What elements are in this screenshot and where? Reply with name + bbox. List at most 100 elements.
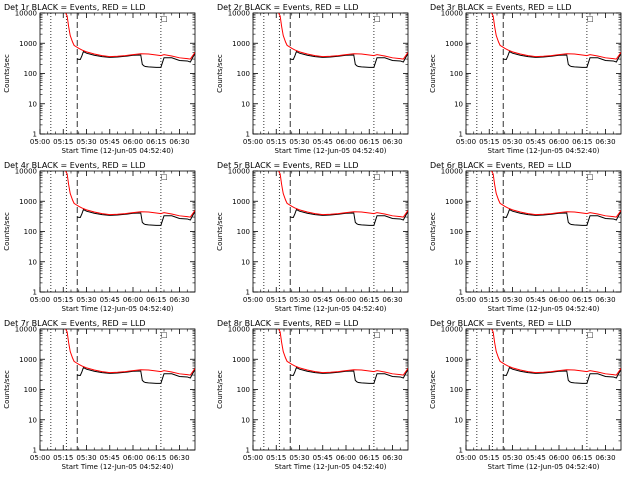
panel-title: Det 8r BLACK = Events, RED = LLD bbox=[217, 319, 359, 328]
panel-title: Det 4r BLACK = Events, RED = LLD bbox=[4, 161, 146, 170]
y-tick-label: 1000 bbox=[445, 198, 463, 206]
y-tick-label: 1000 bbox=[445, 40, 463, 48]
x-tick-label: 05:00 bbox=[30, 454, 50, 462]
y-tick-label: 1 bbox=[33, 131, 37, 139]
x-tick-label: 05:15 bbox=[266, 138, 286, 146]
y-tick-label: 100 bbox=[450, 70, 463, 78]
x-tick-label: 05:00 bbox=[30, 296, 50, 304]
panel-det-9: Det 9r BLACK = Events, RED = LLD □ 1 10 100 1… bbox=[429, 319, 622, 471]
panel-det-3: Det 3r BLACK = Events, RED = LLD □ 1 10 100 1… bbox=[429, 3, 622, 155]
y-tick-label: 100 bbox=[24, 228, 37, 236]
x-tick-label: 05:45 bbox=[526, 296, 546, 304]
x-tick-label: 06:30 bbox=[169, 138, 189, 146]
x-tick-label: 06:00 bbox=[336, 296, 356, 304]
flag-marker: □ bbox=[374, 15, 381, 23]
x-axis-label: Start Time (12-Jun-05 04:52:40) bbox=[488, 147, 600, 155]
x-tick-label: 05:00 bbox=[30, 138, 50, 146]
lld-series-line bbox=[65, 13, 195, 60]
x-tick-label: 06:15 bbox=[146, 296, 166, 304]
x-tick-label: 05:45 bbox=[526, 138, 546, 146]
lld-series-line bbox=[491, 13, 621, 60]
y-tick-label: 10 bbox=[28, 100, 37, 108]
x-tick-label: 05:30 bbox=[502, 454, 522, 462]
lld-series-line bbox=[65, 329, 195, 376]
y-axis-label: Counts/sec bbox=[3, 370, 11, 409]
x-tick-label: 05:15 bbox=[53, 296, 73, 304]
x-tick-label: 06:15 bbox=[359, 296, 379, 304]
x-tick-label: 06:30 bbox=[595, 296, 615, 304]
x-tick-label: 05:45 bbox=[526, 454, 546, 462]
x-axis-label: Start Time (12-Jun-05 04:52:40) bbox=[275, 147, 387, 155]
y-tick-label: 1 bbox=[459, 289, 463, 297]
x-tick-label: 06:15 bbox=[146, 454, 166, 462]
y-axis-label: Counts/sec bbox=[429, 54, 437, 93]
x-tick-label: 05:30 bbox=[76, 138, 96, 146]
x-tick-label: 05:30 bbox=[502, 138, 522, 146]
y-axis-label: Counts/sec bbox=[429, 370, 437, 409]
panel-det-7: Det 7r BLACK = Events, RED = LLD □ 1 10 100 1… bbox=[3, 319, 196, 471]
lld-series-line bbox=[65, 171, 195, 218]
x-tick-label: 05:45 bbox=[313, 296, 333, 304]
flag-marker: □ bbox=[161, 331, 168, 339]
flag-marker: □ bbox=[161, 15, 168, 23]
events-series-line bbox=[503, 50, 621, 68]
x-tick-label: 06:15 bbox=[359, 454, 379, 462]
x-tick-label: 06:15 bbox=[359, 138, 379, 146]
y-tick-label: 1 bbox=[459, 447, 463, 455]
x-tick-label: 05:15 bbox=[53, 138, 73, 146]
y-tick-label: 1000 bbox=[445, 356, 463, 364]
x-axis-label: Start Time (12-Jun-05 04:52:40) bbox=[275, 305, 387, 313]
x-axis-label: Start Time (12-Jun-05 04:52:40) bbox=[488, 305, 600, 313]
x-tick-label: 05:45 bbox=[100, 296, 120, 304]
y-tick-label: 100 bbox=[450, 228, 463, 236]
y-axis-label: Counts/sec bbox=[216, 370, 224, 409]
y-tick-label: 1 bbox=[459, 131, 463, 139]
flag-marker: □ bbox=[587, 331, 594, 339]
y-tick-label: 1 bbox=[33, 289, 37, 297]
y-tick-label: 1000 bbox=[19, 356, 37, 364]
x-axis-label: Start Time (12-Jun-05 04:52:40) bbox=[62, 305, 174, 313]
events-series-line bbox=[290, 50, 408, 68]
x-tick-label: 05:00 bbox=[456, 454, 476, 462]
panel-title: Det 5r BLACK = Events, RED = LLD bbox=[217, 161, 359, 170]
panel-det-4: Det 4r BLACK = Events, RED = LLD □ 1 10 100 1… bbox=[3, 161, 196, 313]
x-tick-label: 06:00 bbox=[336, 454, 356, 462]
y-tick-label: 100 bbox=[24, 386, 37, 394]
x-tick-label: 06:30 bbox=[382, 138, 402, 146]
x-tick-label: 06:30 bbox=[382, 454, 402, 462]
x-tick-label: 05:00 bbox=[456, 138, 476, 146]
x-tick-label: 05:30 bbox=[289, 296, 309, 304]
panel-det-8: Det 8r BLACK = Events, RED = LLD □ 1 10 100 1… bbox=[216, 319, 409, 471]
panel-det-5: Det 5r BLACK = Events, RED = LLD □ 1 10 100 1… bbox=[216, 161, 409, 313]
x-tick-label: 05:15 bbox=[479, 296, 499, 304]
x-tick-label: 06:15 bbox=[572, 296, 592, 304]
x-tick-label: 06:00 bbox=[549, 454, 569, 462]
y-tick-label: 1000 bbox=[232, 198, 250, 206]
x-tick-label: 06:30 bbox=[382, 296, 402, 304]
events-series-line bbox=[77, 366, 195, 384]
y-tick-label: 1000 bbox=[232, 40, 250, 48]
y-tick-label: 1 bbox=[246, 289, 250, 297]
y-tick-label: 10 bbox=[454, 100, 463, 108]
x-tick-label: 06:15 bbox=[146, 138, 166, 146]
y-tick-label: 10000 bbox=[228, 168, 250, 176]
y-axis-label: Counts/sec bbox=[216, 212, 224, 251]
x-tick-label: 05:45 bbox=[100, 138, 120, 146]
x-axis-label: Start Time (12-Jun-05 04:52:40) bbox=[62, 147, 174, 155]
events-series-line bbox=[503, 208, 621, 226]
y-tick-label: 100 bbox=[237, 70, 250, 78]
x-tick-label: 06:00 bbox=[123, 454, 143, 462]
x-tick-label: 05:15 bbox=[479, 454, 499, 462]
panel-title: Det 7r BLACK = Events, RED = LLD bbox=[4, 319, 146, 328]
events-series-line bbox=[290, 208, 408, 226]
y-tick-label: 10 bbox=[454, 416, 463, 424]
x-tick-label: 05:00 bbox=[243, 296, 263, 304]
lld-series-line bbox=[278, 171, 408, 218]
flag-marker: □ bbox=[587, 15, 594, 23]
x-tick-label: 05:45 bbox=[313, 138, 333, 146]
x-tick-label: 05:15 bbox=[266, 296, 286, 304]
y-tick-label: 10 bbox=[28, 416, 37, 424]
y-tick-label: 10000 bbox=[228, 10, 250, 18]
